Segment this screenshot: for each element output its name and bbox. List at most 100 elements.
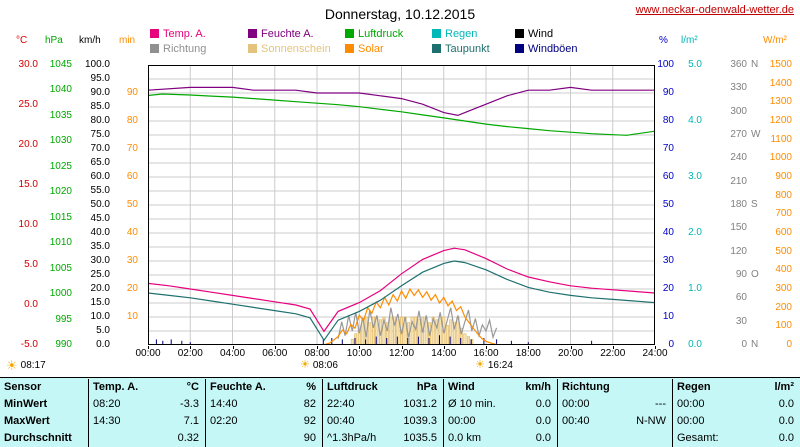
x-tick-label: 00:00 [135,348,161,359]
legend-swatch [150,44,159,53]
x-tick-label: 02:00 [177,348,203,359]
series-sonnenschein [393,316,396,345]
series-sonnenschein [438,316,442,345]
table-header-cell: °C [186,381,199,393]
series-sonnenschein [385,322,389,345]
x-tick-label: 14:00 [431,348,457,359]
axis-label-wm2: 1100 [770,133,792,145]
table-cell: 0.0 [535,398,551,410]
axis-label-celsius: 10.0 [18,219,38,230]
legend-label: Windböen [528,43,578,55]
table-cell: 0.0 [778,415,794,427]
axis-label-wm2: 1500 [769,59,792,70]
axis-label-min: 50 [126,199,138,210]
table-header-cell: Regen [672,379,736,396]
axis-label-kmh: 35.0 [90,241,110,252]
axis-label-hpa: 1015 [49,211,72,223]
series-sonnenschein [371,316,375,345]
series-sonnenschein [435,319,439,345]
x-tick-label: 12:00 [388,348,415,359]
x-tick-mark [570,346,572,349]
axis-label-hpa: 1005 [49,262,72,274]
x-tick-label: 20:00 [557,348,584,359]
x-tick-mark [401,346,403,349]
axis-unit-lm2: l/m² [681,35,698,46]
axis-label-dir: 120 [730,245,747,257]
legend-swatch [150,29,159,38]
axis-label-dir: 150 [730,222,747,234]
sunset-icon: ☀ [475,359,485,371]
chart-plot [148,65,655,345]
axis-label-lm2: 0.0 [688,339,702,350]
axis-label-kmh: 0.0 [96,339,110,350]
axis-label-kmh: 55.0 [90,185,110,196]
series-sonnenschein [445,325,449,345]
series-sonnenschein [452,322,456,345]
axis-label-hpa: 1020 [49,186,72,198]
axis-letter: O [751,269,759,280]
x-tick-mark [486,346,487,349]
table-row-label: MaxWert [4,415,50,427]
axis-label-dir: 30 [735,315,747,327]
legend-label: Wind [528,28,554,40]
x-tick-label: 18:00 [515,348,541,359]
legend-swatch [248,29,257,38]
axis-label-celsius: 5.0 [24,259,38,270]
axis-label-wm2: 1200 [769,115,792,126]
series-sonnenschein [417,319,421,345]
legend-swatch [432,44,441,53]
legend-label: Feuchte A. [261,28,314,40]
legend-swatch [515,44,524,53]
axis-label-kmh: 40.0 [90,227,110,238]
axis-label-kmh: 75.0 [90,129,110,140]
x-tick-mark [528,346,530,349]
axis-label-wm2: 600 [775,227,792,238]
table-header-cell: l/m² [774,381,794,393]
sunrise-marker: ☀ 08:06 [300,360,338,372]
axis-label-wm2: 400 [775,264,792,276]
sunrise-time: 08:06 [312,360,338,371]
axis-label-dir: 180 [730,199,747,210]
legend-label: Solar [358,43,384,55]
axis-label-lm2: 5.0 [688,59,702,70]
sun-time-label: 08:17 [20,360,46,371]
axis-label-kmh: 45.0 [90,213,110,224]
axis-label-pct: 100 [657,59,674,70]
axis-label-lm2: 3.0 [688,171,702,182]
axis-label-celsius: -5.0 [20,339,38,350]
table-cell: 0.32 [177,432,199,444]
legend-label: Temp. A. [163,28,206,40]
axis-label-kmh: 80.0 [90,115,110,126]
table-cell: --- [655,398,666,410]
series-solar [323,287,499,345]
legend-swatch [248,44,257,53]
table-cell [88,430,148,447]
axis-label-wm2: 1000 [769,152,792,164]
axis-label-pct: 40 [662,227,674,238]
table-cell: 14:40 [205,396,265,413]
series-sonnenschein [414,316,418,345]
axis-label-min: 70 [126,143,138,154]
axis-label-kmh: 100.0 [84,59,110,70]
table-cell: 00:00 [672,396,736,413]
axis-label-wm2: 300 [775,283,792,294]
table-cell: 92 [303,415,316,427]
axis-unit-wm2: W/m² [763,35,787,46]
axis-label-kmh: 15.0 [90,297,110,308]
axis-label-pct: 20 [662,283,674,294]
table-row-label: Durchschnitt [4,432,72,444]
table-header-cell: hPa [416,381,437,393]
series-sonnenschein [382,316,386,345]
series-sonnenschein [389,316,393,345]
axis-label-celsius: 25.0 [18,99,38,110]
table-cell: Ø 10 min. [443,396,501,413]
x-tick-mark [190,346,192,349]
axis-label-hpa: 1035 [49,109,72,121]
website-link[interactable]: www.neckar-odenwald-wetter.de [635,4,794,16]
axis-label-wm2: 500 [775,245,792,257]
table-cell [613,430,672,447]
sun-icon: ☀ [6,358,18,373]
axis-label-hpa: 1030 [49,135,72,147]
table-cell [205,430,265,447]
axis-label-wm2: 200 [775,301,792,313]
